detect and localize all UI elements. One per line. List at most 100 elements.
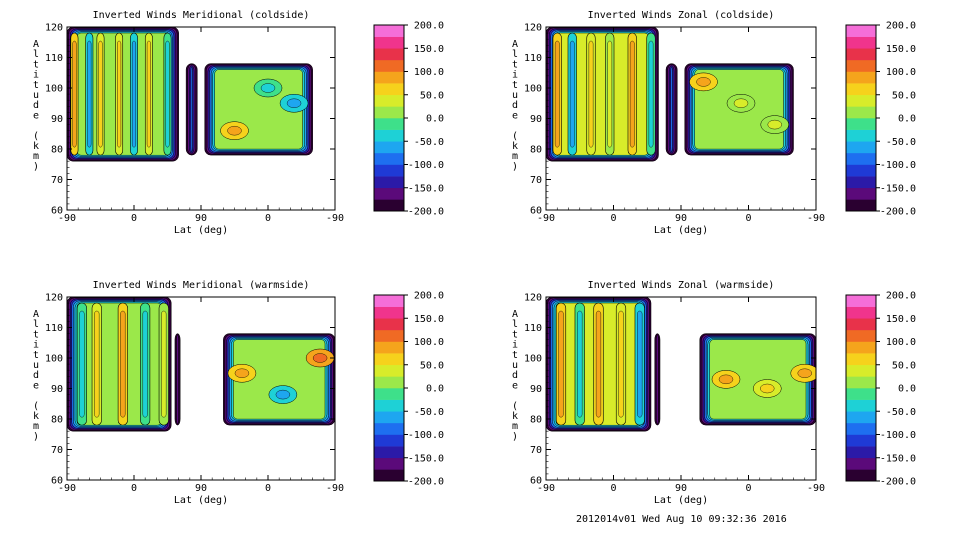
colorbar-tick-label: -200.0 <box>408 477 444 488</box>
wind-stripe-core <box>72 40 77 148</box>
colorbar-swatch <box>846 106 876 119</box>
x-tick-label: 90 <box>675 213 687 224</box>
wind-stripe-core <box>165 40 170 148</box>
y-tick-label: 120 <box>45 293 63 304</box>
colorbar-swatch <box>374 141 404 154</box>
data-region-3 <box>204 63 313 156</box>
data-region-2 <box>185 63 198 156</box>
chart-title: Inverted Winds Zonal (warmside) <box>588 280 775 291</box>
y-tick-label: 90 <box>51 114 63 125</box>
colorbar-swatch <box>374 411 404 424</box>
colorbar-swatch <box>374 36 404 49</box>
colorbar-swatch <box>846 295 876 307</box>
x-tick-label: 0 <box>745 213 751 224</box>
plot-area <box>67 297 335 432</box>
y-tick-label: 70 <box>51 445 63 456</box>
colorbar-tick-label: -50.0 <box>414 137 444 148</box>
colorbar-swatch <box>846 152 876 165</box>
colorbar-swatch <box>846 341 876 354</box>
colorbar-swatch <box>846 71 876 84</box>
colorbar-swatch <box>374 329 404 342</box>
wind-blob-core <box>312 353 328 363</box>
colorbar-swatch <box>374 152 404 165</box>
wind-stripe-core <box>607 40 613 148</box>
y-tick-label: 110 <box>45 53 63 64</box>
x-axis-label: Lat (deg) <box>174 225 228 236</box>
wind-stripe-core <box>595 310 602 418</box>
x-tick-label: -90 <box>58 483 76 494</box>
colorbar-tick-label: -150.0 <box>880 183 916 194</box>
x-tick-label: 0 <box>610 213 616 224</box>
chart-panel-2: 60 70 80 90 100 110 120 -90 0 90 0 -90 Inverted Wind… <box>512 10 916 236</box>
colorbar-swatch <box>374 295 404 307</box>
colorbar-swatch <box>846 199 876 212</box>
x-tick-label: 0 <box>131 213 137 224</box>
data-region-3 <box>699 333 816 426</box>
colorbar-swatch <box>846 306 876 319</box>
colorbar-swatch <box>846 329 876 342</box>
colorbar-tick-label: 50.0 <box>892 360 916 371</box>
colorbar-swatch <box>846 25 876 37</box>
colorbar-tick-label: -50.0 <box>414 407 444 418</box>
y-tick-label: 90 <box>51 384 63 395</box>
colorbar-swatch <box>374 164 404 177</box>
wind-stripe-core <box>146 40 151 148</box>
colorbar-tick-label: -100.0 <box>408 430 444 441</box>
y-tick-label: 70 <box>51 175 63 186</box>
x-tick-label: -90 <box>807 213 825 224</box>
wind-blob-core <box>718 374 734 385</box>
colorbar-swatch <box>846 187 876 200</box>
colorbar-swatch <box>846 141 876 154</box>
y-tick-label: 60 <box>530 206 542 217</box>
chart-panel-3: 60 70 80 90 100 110 120 -90 0 90 0 -90 Inverted Wind… <box>33 280 444 506</box>
wind-stripe-core <box>558 310 564 418</box>
x-tick-label: -90 <box>326 213 344 224</box>
y-tick-label: 90 <box>530 384 542 395</box>
colorbar-swatch <box>374 434 404 447</box>
x-tick-label: 90 <box>675 483 687 494</box>
contour-band <box>656 334 659 425</box>
colorbar-swatch <box>374 353 404 366</box>
colorbar-swatch <box>374 446 404 459</box>
wind-stripe-core <box>618 310 624 418</box>
x-tick-label: 0 <box>610 483 616 494</box>
wind-blob-core <box>767 119 782 130</box>
y-tick-label: 80 <box>530 415 542 426</box>
wind-blob-core <box>234 368 250 378</box>
colorbar-swatch <box>846 376 876 389</box>
wind-stripe-core <box>648 40 654 148</box>
x-axis-label: Lat (deg) <box>654 225 708 236</box>
colorbar-tick-label: -150.0 <box>408 453 444 464</box>
wind-stripe-core <box>569 40 575 148</box>
y-tick-label: 70 <box>530 445 542 456</box>
colorbar-swatch <box>374 48 404 61</box>
y-tick-label: 110 <box>524 53 542 64</box>
x-tick-label: -90 <box>58 213 76 224</box>
colorbar-swatch <box>374 399 404 412</box>
colorbar-tick-label: -200.0 <box>880 477 916 488</box>
colorbar-swatch <box>846 59 876 72</box>
contour-band <box>670 66 673 153</box>
colorbar-swatch <box>374 469 404 482</box>
y-tick-label: 100 <box>524 354 542 365</box>
x-tick-label: -90 <box>537 483 555 494</box>
colorbar: 200.0 150.0 100.0 50.0 0.0 -50.0 -100.0 -150.0 -… <box>845 291 916 488</box>
colorbar-tick-label: 100.0 <box>886 337 916 348</box>
colorbar-tick-label: -100.0 <box>408 160 444 171</box>
colorbar-tick-label: -150.0 <box>408 183 444 194</box>
wind-blob-core <box>275 389 291 400</box>
colorbar-swatch <box>374 422 404 435</box>
data-region-2 <box>665 63 678 156</box>
y-tick-label: 100 <box>45 84 63 95</box>
wind-stripe-core <box>98 40 103 148</box>
colorbar-swatch <box>846 36 876 49</box>
x-tick-label: -90 <box>807 483 825 494</box>
wind-stripe-core <box>131 40 137 148</box>
colorbar-tick-label: -150.0 <box>880 453 916 464</box>
y-tick-label: 110 <box>524 323 542 334</box>
colorbar-tick-label: 200.0 <box>886 21 916 32</box>
colorbar-swatch <box>374 306 404 319</box>
plot-area <box>67 27 313 162</box>
